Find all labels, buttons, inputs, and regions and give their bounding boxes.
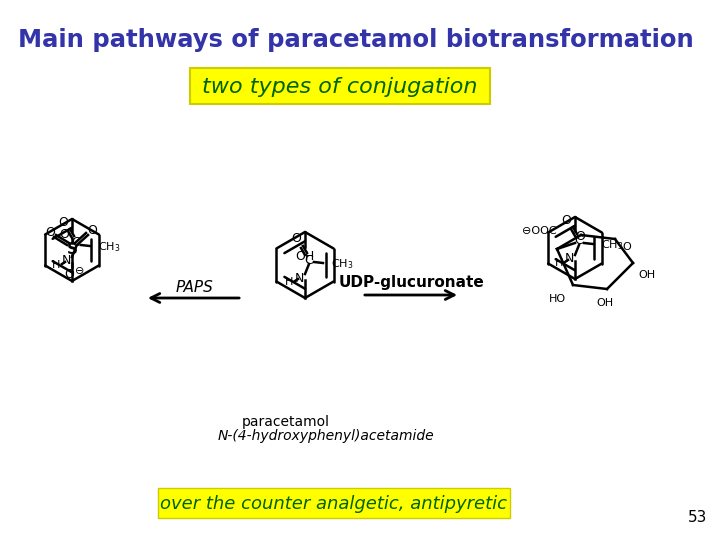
Text: N: N [564, 253, 574, 266]
Text: N-(4-hydroxyphenyl)acetamide: N-(4-hydroxyphenyl)acetamide [218, 429, 435, 443]
Text: H: H [52, 260, 60, 270]
Text: N: N [61, 254, 71, 267]
Text: OH: OH [295, 249, 315, 262]
Text: two types of conjugation: two types of conjugation [202, 77, 478, 97]
Text: C: C [575, 234, 583, 247]
Text: ⊖OOC: ⊖OOC [522, 226, 557, 236]
Text: O: O [87, 225, 97, 238]
FancyBboxPatch shape [158, 488, 510, 518]
Text: over the counter analgetic, antipyretic: over the counter analgetic, antipyretic [161, 495, 508, 513]
Text: HO: HO [549, 294, 566, 304]
Text: O: O [58, 215, 68, 228]
Text: 53: 53 [688, 510, 708, 525]
Text: O: O [59, 228, 69, 241]
Text: O: O [623, 242, 631, 252]
Text: CH$_3$: CH$_3$ [601, 238, 624, 252]
Text: O: O [45, 226, 55, 240]
Text: PAPS: PAPS [175, 280, 213, 294]
Text: N: N [294, 272, 304, 285]
FancyBboxPatch shape [190, 68, 490, 104]
Text: O: O [561, 213, 571, 226]
Text: OH: OH [639, 270, 656, 280]
Text: O: O [291, 233, 301, 246]
Text: Main pathways of paracetamol biotransformation: Main pathways of paracetamol biotransfor… [18, 28, 694, 52]
Text: C: C [305, 253, 313, 267]
Text: OH: OH [596, 298, 613, 308]
Text: CH$_3$: CH$_3$ [98, 240, 120, 254]
Text: H: H [555, 258, 563, 268]
Text: O: O [64, 268, 74, 281]
Text: ⊖: ⊖ [76, 266, 85, 276]
Text: CH$_3$: CH$_3$ [331, 257, 354, 271]
Text: UDP-glucuronate: UDP-glucuronate [338, 274, 484, 289]
Text: C: C [71, 237, 81, 249]
Text: S: S [66, 241, 78, 256]
Text: H: H [285, 277, 293, 287]
Text: O: O [575, 231, 585, 244]
Text: paracetamol: paracetamol [242, 415, 330, 429]
